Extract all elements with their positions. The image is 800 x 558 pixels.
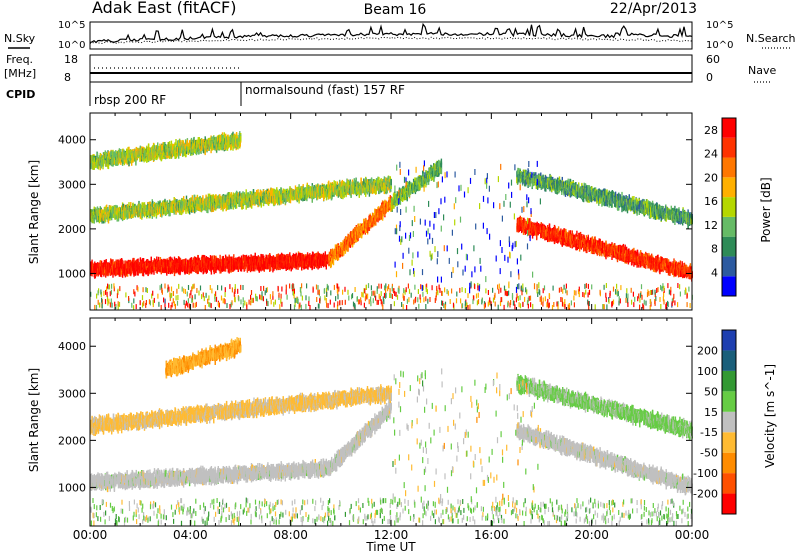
beam-title: Beam 16 bbox=[364, 2, 427, 18]
freq-right-tick-top: 60 bbox=[706, 53, 720, 66]
noise-left-tick-top: 10^5 bbox=[58, 20, 85, 31]
noise-left-tick-bottom: 10^0 bbox=[58, 40, 85, 51]
date-title: 22/Apr/2013 bbox=[610, 1, 697, 17]
nave-label: Nave bbox=[748, 64, 776, 77]
cpid-label: CPID bbox=[6, 88, 35, 101]
power-heatmap bbox=[90, 131, 693, 310]
noise-right-tick-bottom: 10^0 bbox=[706, 40, 733, 51]
heatmap-cell bbox=[130, 202, 131, 208]
noise-left-label: N.Sky bbox=[4, 32, 36, 45]
noise-right-label: N.Search bbox=[746, 32, 796, 45]
freq-panel-frame bbox=[90, 55, 692, 82]
cpid-segment-2: normalsound (fast) 157 RF bbox=[245, 83, 405, 97]
noise-right-tick-top: 10^5 bbox=[706, 20, 733, 31]
freq-left-tick-bottom: 8 bbox=[64, 71, 71, 84]
heatmap-cell bbox=[270, 265, 271, 271]
cpid-row: CPID rbsp 200 RF normalsound (fast) 157 … bbox=[6, 82, 405, 107]
station-title: Adak East (fitACF) bbox=[92, 0, 236, 17]
heatmap-cell bbox=[175, 139, 176, 145]
cpid-segment-1: rbsp 200 RF bbox=[94, 93, 166, 107]
freq-panel: Freq. [MHz] 18 8 60 0 Nave bbox=[4, 53, 776, 84]
noise-panel: N.Sky 10^5 10^0 10^5 10^0 N.Search bbox=[4, 20, 796, 51]
freq-left-tick-top: 18 bbox=[64, 53, 78, 66]
freq-label-line2: [MHz] bbox=[4, 67, 36, 80]
freq-right-tick-bottom: 0 bbox=[706, 71, 713, 84]
freq-label-line1: Freq. bbox=[6, 53, 33, 66]
heatmap-cell bbox=[240, 136, 241, 142]
